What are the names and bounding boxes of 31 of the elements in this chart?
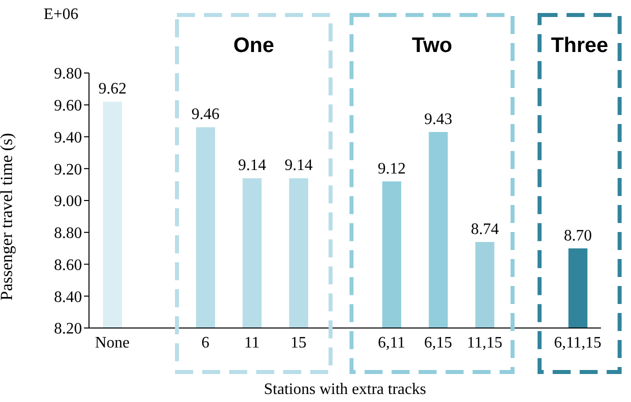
x-tick-label: None bbox=[94, 334, 130, 352]
data-label: 8.74 bbox=[470, 220, 499, 238]
y-tick-label: 8.20 bbox=[54, 320, 82, 338]
x-tick-label: 6,15 bbox=[424, 334, 452, 352]
x-tick-label: 6,11 bbox=[378, 334, 406, 352]
y-tick-label: 8.40 bbox=[54, 288, 82, 306]
data-label: 9.46 bbox=[192, 106, 220, 124]
text: Two bbox=[412, 34, 452, 57]
data-label: 9.62 bbox=[98, 80, 126, 98]
data-label: 8.70 bbox=[564, 227, 592, 244]
text: E+06 bbox=[44, 6, 78, 23]
y-tick-label: 9.80 bbox=[54, 66, 82, 83]
y-tick-label: 9.60 bbox=[54, 98, 82, 115]
data-label: 9.14 bbox=[238, 157, 266, 174]
x-axis-title: Stations with extra tracks bbox=[264, 381, 426, 398]
y-tick-label: 9.20 bbox=[54, 161, 82, 178]
data-label: 9.43 bbox=[424, 110, 452, 128]
data-label: 9.14 bbox=[284, 157, 313, 174]
y-tick-label: 9.00 bbox=[54, 193, 82, 210]
text: One bbox=[233, 34, 274, 57]
x-tick-label: 11 bbox=[244, 334, 260, 352]
x-tick-label: 6,11,15 bbox=[554, 334, 602, 352]
text: Three bbox=[550, 34, 608, 57]
y-tick-label: 8.80 bbox=[54, 225, 82, 242]
data-label: 9.12 bbox=[378, 160, 406, 178]
y-axis-title: Passenger travel time (s) bbox=[0, 132, 16, 300]
x-tick-label: 6 bbox=[201, 334, 210, 352]
x-tick-label: 11,15 bbox=[466, 334, 502, 352]
y-tick-label: 9.40 bbox=[54, 129, 82, 146]
x-tick-label: 15 bbox=[290, 334, 306, 352]
y-tick-label: 8.60 bbox=[54, 256, 82, 274]
